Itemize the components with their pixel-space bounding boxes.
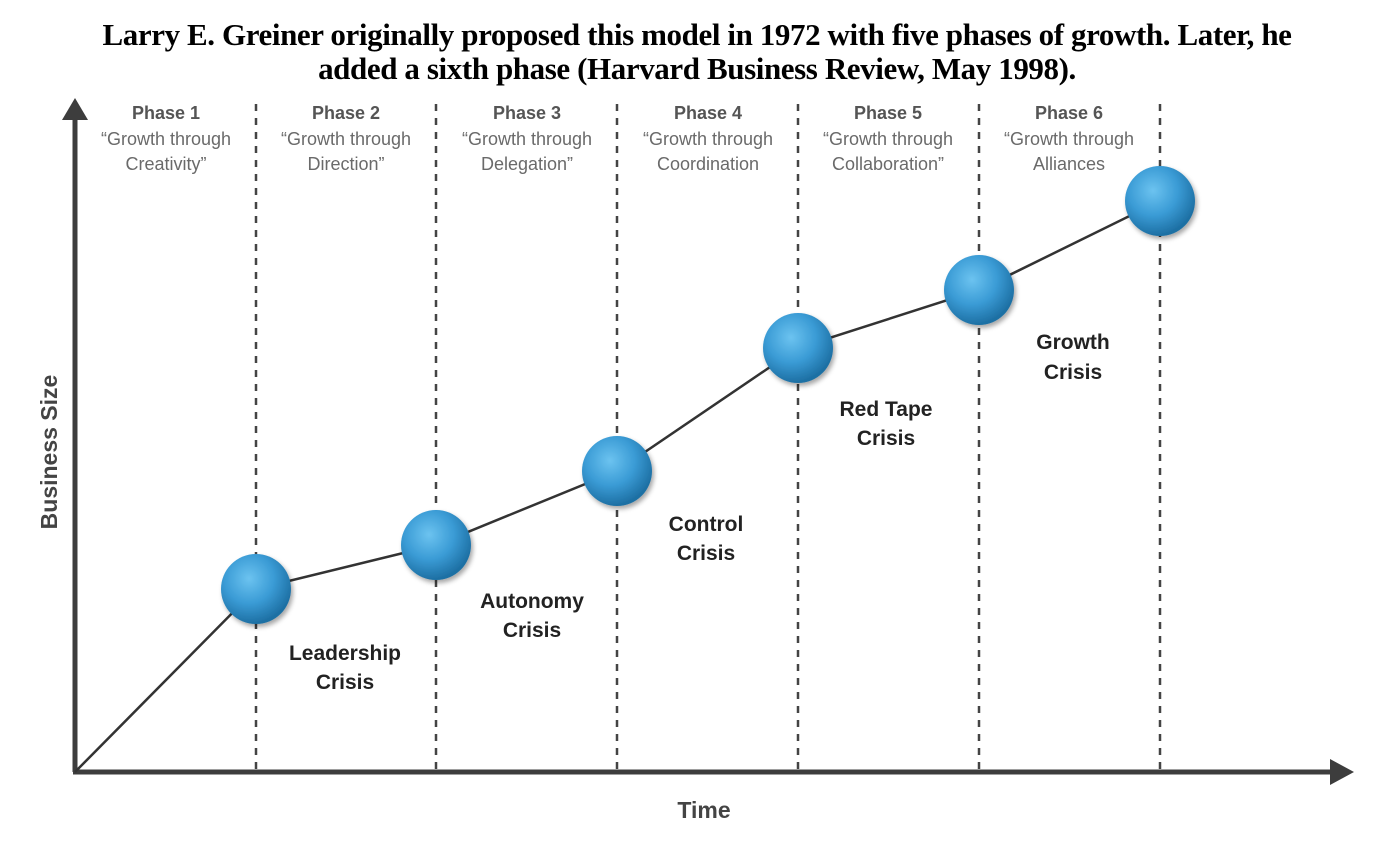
phase-5-desc-line2: Collaboration”: [832, 154, 944, 174]
phase-2-desc-line1: “Growth through: [281, 129, 411, 149]
x-axis-label: Time: [677, 797, 730, 823]
phase-headers: Phase 1 “Growth through Creativity” Phas…: [101, 103, 1134, 174]
growth-node-4: [763, 313, 833, 383]
phase-6-desc-line2: Alliances: [1033, 154, 1105, 174]
phase-1-desc-line1: “Growth through: [101, 129, 231, 149]
phase-4-desc-line2: Coordination: [657, 154, 759, 174]
growth-nodes: [221, 166, 1195, 624]
growth-node-2: [401, 510, 471, 580]
page-title: Larry E. Greiner originally proposed thi…: [0, 18, 1394, 86]
crisis-label-control: Control Crisis: [669, 513, 744, 565]
crisis-3-line1: Control: [669, 513, 744, 536]
phase-3-desc-line2: Delegation”: [481, 154, 573, 174]
phase-header-5: Phase 5 “Growth through Collaboration”: [823, 103, 953, 174]
phase-2-name: Phase 2: [312, 103, 380, 123]
phase-3-desc-line1: “Growth through: [462, 129, 592, 149]
y-axis-label: Business Size: [36, 375, 62, 530]
phase-4-name: Phase 4: [674, 103, 742, 123]
growth-node-3: [582, 436, 652, 506]
phase-6-name: Phase 6: [1035, 103, 1103, 123]
crisis-labels: Leadership Crisis Autonomy Crisis Contro…: [289, 331, 1110, 694]
crisis-1-line2: Crisis: [316, 671, 374, 694]
crisis-3-line2: Crisis: [677, 542, 735, 565]
phase-3-name: Phase 3: [493, 103, 561, 123]
phase-header-6: Phase 6 “Growth through Alliances: [1004, 103, 1134, 174]
phase-5-name: Phase 5: [854, 103, 922, 123]
crisis-5-line1: Growth: [1036, 331, 1110, 354]
phase-1-name: Phase 1: [132, 103, 200, 123]
y-axis-arrow-icon: [62, 98, 88, 120]
phase-header-1: Phase 1 “Growth through Creativity”: [101, 103, 231, 174]
x-axis-arrow-icon: [1330, 759, 1354, 785]
growth-node-5: [944, 255, 1014, 325]
phase-1-desc-line2: Creativity”: [125, 154, 206, 174]
crisis-label-red-tape: Red Tape Crisis: [840, 398, 933, 450]
crisis-4-line1: Red Tape: [840, 398, 933, 421]
crisis-2-line2: Crisis: [503, 619, 561, 642]
phase-5-desc-line1: “Growth through: [823, 129, 953, 149]
title-line-1: Larry E. Greiner originally proposed thi…: [102, 17, 1292, 52]
crisis-2-line1: Autonomy: [480, 590, 584, 613]
phase-6-desc-line1: “Growth through: [1004, 129, 1134, 149]
growth-node-6: [1125, 166, 1195, 236]
phase-header-2: Phase 2 “Growth through Direction”: [281, 103, 411, 174]
phase-dividers: [254, 104, 1162, 770]
crisis-label-growth: Growth Crisis: [1036, 331, 1110, 384]
axes: [62, 98, 1354, 785]
title-line-2: added a sixth phase (Harvard Business Re…: [318, 51, 1076, 86]
crisis-4-line2: Crisis: [857, 427, 915, 450]
phase-4-desc-line1: “Growth through: [643, 129, 773, 149]
phase-header-3: Phase 3 “Growth through Delegation”: [462, 103, 592, 174]
growth-node-1: [221, 554, 291, 624]
phase-header-4: Phase 4 “Growth through Coordination: [643, 103, 773, 174]
crisis-label-autonomy: Autonomy Crisis: [480, 590, 584, 642]
crisis-5-line2: Crisis: [1044, 361, 1102, 384]
crisis-1-line1: Leadership: [289, 642, 401, 665]
crisis-label-leadership: Leadership Crisis: [289, 642, 401, 694]
phase-2-desc-line2: Direction”: [307, 154, 384, 174]
